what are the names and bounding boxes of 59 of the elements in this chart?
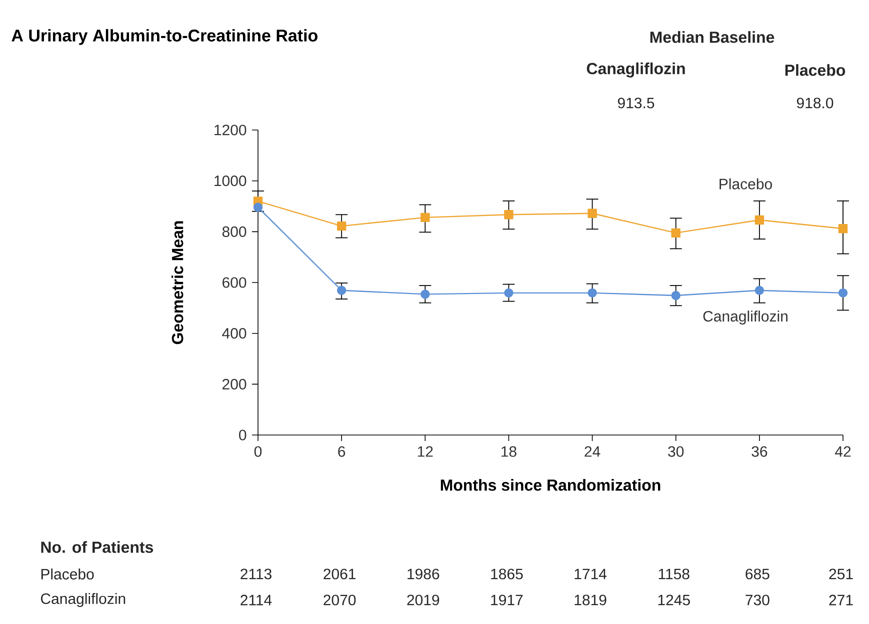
text: 730 [746, 594, 770, 606]
x-axis-title: Months since Randomization [440, 479, 660, 491]
text: 1245 [658, 594, 690, 606]
point [671, 228, 680, 238]
point [420, 290, 430, 299]
point [253, 202, 263, 212]
x-tick-label: 12 [418, 446, 433, 457]
text: 2061 [324, 568, 356, 580]
x-tick-label: 24 [584, 446, 600, 457]
point [588, 288, 597, 298]
text: 2070 [324, 594, 356, 606]
text: 251 [829, 568, 853, 580]
point [588, 208, 597, 218]
text: 1986 [408, 568, 440, 580]
text: Placebo [785, 64, 846, 76]
text: 1865 [491, 568, 523, 580]
y-axis-title: Geometric Mean [171, 221, 184, 344]
text: 685 [746, 568, 770, 580]
x-tick-label: 36 [752, 446, 768, 457]
text: Canagliflozin [40, 593, 126, 607]
text: Median Baseline [650, 31, 774, 43]
point [336, 286, 346, 295]
point [671, 290, 680, 300]
x-tick-label: 18 [502, 446, 516, 457]
y-tick-label: 600 [222, 277, 246, 288]
text: 918.0 [796, 98, 834, 108]
point [838, 288, 848, 298]
text: 1917 [491, 594, 523, 606]
text: 271 [829, 594, 853, 606]
text: 2113 [240, 568, 272, 580]
series-label: Canagliflozin [703, 310, 788, 325]
y-tick-label: 1000 [214, 176, 246, 186]
x-tick-label: 42 [835, 446, 851, 457]
y-tick-label: 1200 [214, 124, 246, 136]
point [754, 286, 764, 295]
text: 913.5 [618, 98, 654, 108]
point [838, 224, 848, 234]
x-tick-label: 6 [338, 446, 346, 457]
x-tick-label: 0 [254, 446, 262, 457]
y-tick-label: 0 [239, 430, 246, 440]
text: 2019 [407, 594, 440, 606]
y-tick-label: 200 [222, 378, 246, 390]
y-tick-label: 400 [222, 328, 246, 339]
x-tick-label: 30 [668, 446, 684, 457]
text: 1714 [574, 568, 607, 580]
point [504, 288, 514, 298]
point [420, 212, 430, 222]
text: No. of Patients [41, 541, 154, 553]
text: 2114 [240, 594, 272, 606]
point [336, 221, 346, 231]
point [754, 215, 764, 225]
text: 1819 [574, 594, 606, 606]
text: Canagliflozin [586, 62, 685, 78]
chart-title: A Urinary Albumin-to-Creatinine Ratio [12, 29, 318, 45]
text: Placebo [41, 568, 94, 580]
point [504, 210, 514, 220]
text: 1158 [658, 568, 690, 580]
y-tick-label: 800 [222, 226, 246, 237]
series-label: Placebo [720, 178, 772, 190]
